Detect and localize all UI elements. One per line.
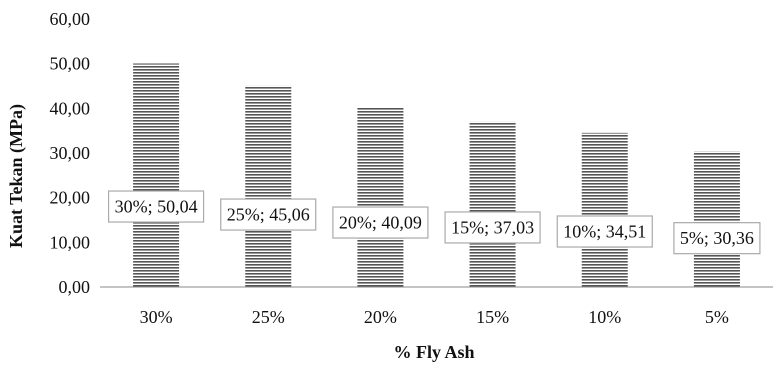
y-tick-label: 40,00 <box>50 98 91 118</box>
x-tick-label: 5% <box>705 307 729 327</box>
bars <box>133 63 740 288</box>
data-label-box <box>107 190 205 223</box>
data-labels: 30%; 50,04 25%; 45,06 20%; 40,09 15%; 37,03… <box>107 190 761 255</box>
y-tick-label: 20,00 <box>50 188 91 208</box>
data-label-box <box>332 206 429 239</box>
data-label-text: 15%; 37,03 <box>451 217 534 237</box>
bar <box>357 107 404 287</box>
x-tick-label: 15% <box>476 307 509 327</box>
data-label: 30%; 50,04 <box>107 190 205 223</box>
y-tick-label: 10,00 <box>50 232 91 252</box>
data-label-text: 5%; 30,36 <box>680 228 754 248</box>
data-label-box <box>673 222 761 255</box>
data-label: 15%; 37,03 <box>444 211 541 244</box>
data-label: 10%; 34,51 <box>556 215 653 248</box>
y-axis-title: Kuat Tekan (MPa) <box>6 104 27 248</box>
data-label-text: 20%; 40,09 <box>339 213 422 233</box>
bar <box>581 132 628 287</box>
bar <box>469 121 516 287</box>
data-label: 25%; 45,06 <box>220 198 317 231</box>
data-label-box <box>556 215 653 248</box>
data-label-text: 30%; 50,04 <box>115 197 198 217</box>
data-label: 5%; 30,36 <box>673 222 761 255</box>
x-tick-label: 25% <box>252 307 285 327</box>
data-label: 20%; 40,09 <box>332 206 429 239</box>
data-label-box <box>444 211 541 244</box>
bar <box>133 63 180 287</box>
y-tick-label: 0,00 <box>59 277 91 297</box>
y-axis-ticks: 0,00 10,00 20,00 30,00 40,00 50,00 60,00 <box>50 9 91 297</box>
y-tick-label: 50,00 <box>50 54 91 74</box>
y-tick-label: 30,00 <box>50 143 91 163</box>
x-tick-label: 30% <box>140 307 173 327</box>
data-label-text: 10%; 34,51 <box>563 222 646 242</box>
bar <box>693 151 740 287</box>
x-axis-ticks: 30% 25% 20% 15% 10% 5% <box>140 307 729 327</box>
x-axis-title: % Fly Ash <box>393 342 474 362</box>
y-tick-label: 60,00 <box>50 9 91 29</box>
x-tick-label: 20% <box>364 307 397 327</box>
data-label-box <box>220 198 317 231</box>
data-label-text: 25%; 45,06 <box>227 205 310 225</box>
x-tick-label: 10% <box>588 307 621 327</box>
bar <box>245 85 292 288</box>
